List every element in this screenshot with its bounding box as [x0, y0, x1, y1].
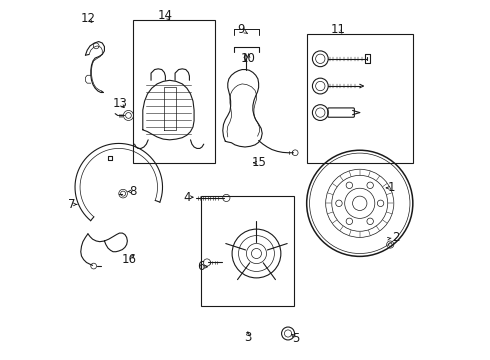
- Text: 1: 1: [388, 181, 395, 194]
- Text: 14: 14: [158, 9, 173, 22]
- Text: 13: 13: [113, 98, 127, 111]
- Bar: [307, 34, 413, 163]
- Text: 2: 2: [392, 231, 399, 244]
- Text: 9: 9: [237, 23, 245, 36]
- Text: 10: 10: [241, 52, 256, 65]
- Text: 6: 6: [197, 260, 205, 273]
- Text: 15: 15: [251, 156, 266, 169]
- Text: 11: 11: [331, 23, 346, 36]
- Text: 5: 5: [292, 332, 299, 345]
- Text: 12: 12: [80, 12, 96, 25]
- Text: 8: 8: [129, 185, 137, 198]
- Text: 16: 16: [122, 253, 137, 266]
- Text: 7: 7: [69, 198, 76, 211]
- Text: 4: 4: [183, 191, 191, 204]
- Bar: [201, 196, 294, 306]
- Bar: [133, 21, 215, 163]
- Text: 3: 3: [244, 330, 251, 343]
